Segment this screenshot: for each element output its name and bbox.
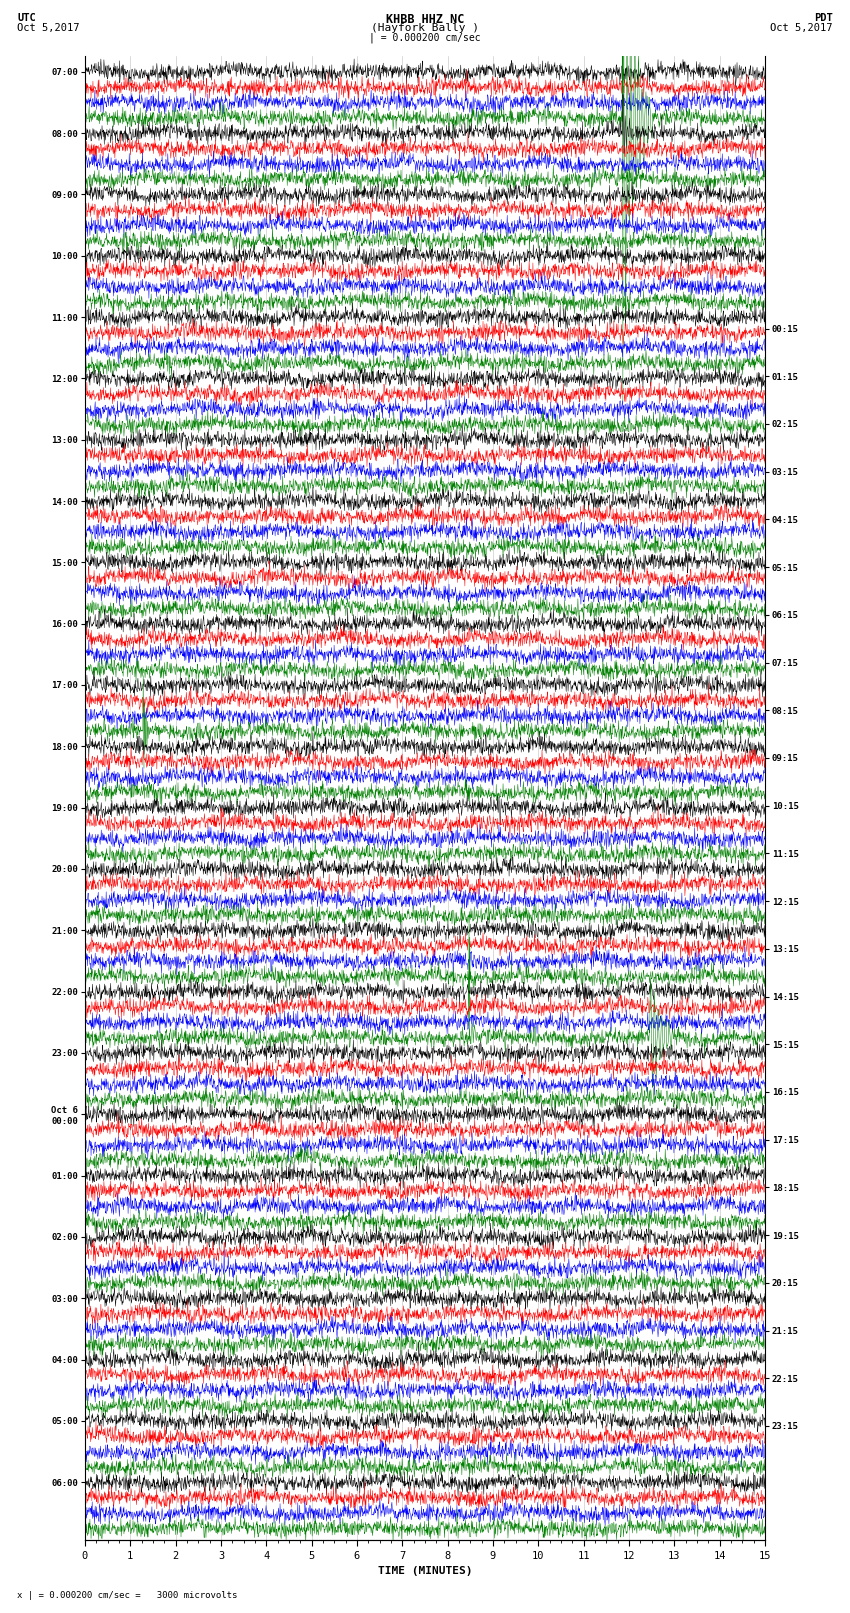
Text: x | = 0.000200 cm/sec =   3000 microvolts: x | = 0.000200 cm/sec = 3000 microvolts <box>17 1590 237 1600</box>
Text: Oct 5,2017: Oct 5,2017 <box>770 23 833 32</box>
Text: KHBB HHZ NC: KHBB HHZ NC <box>386 13 464 26</box>
X-axis label: TIME (MINUTES): TIME (MINUTES) <box>377 1566 473 1576</box>
Text: PDT: PDT <box>814 13 833 23</box>
Text: UTC: UTC <box>17 13 36 23</box>
Text: | = 0.000200 cm/sec: | = 0.000200 cm/sec <box>369 32 481 44</box>
Text: (Hayfork Bally ): (Hayfork Bally ) <box>371 23 479 32</box>
Text: Oct 5,2017: Oct 5,2017 <box>17 23 80 32</box>
